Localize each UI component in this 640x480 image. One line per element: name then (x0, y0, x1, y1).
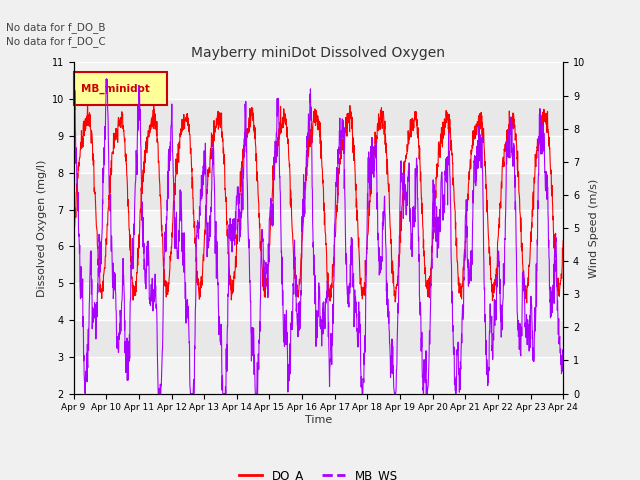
Line: MB_WS: MB_WS (74, 79, 563, 394)
MB_WS (70, 86, 77, 92)
MB_WS (456, 380, 463, 385)
X-axis label: Time: Time (305, 415, 332, 425)
Bar (74, 62, 563, 99)
FancyBboxPatch shape (74, 72, 166, 106)
DO_A (295, 286, 303, 292)
Line: DO_A: DO_A (74, 102, 563, 303)
DO_A (308, 140, 316, 146)
MB_WS (559, 359, 567, 365)
DO_A (84, 99, 92, 105)
DO_A (95, 260, 102, 265)
MB_WS (308, 184, 316, 190)
MB_WS (546, 287, 554, 292)
MB_WS (95, 231, 103, 237)
Text: MB_minidot: MB_minidot (81, 84, 150, 94)
Bar (74, 210, 563, 246)
Title: Mayberry miniDot Dissolved Oxygen: Mayberry miniDot Dissolved Oxygen (191, 46, 445, 60)
MB_WS (295, 327, 303, 333)
Text: No data for f_DO_C: No data for f_DO_C (6, 36, 106, 47)
MB_WS (70, 76, 77, 82)
Bar (74, 283, 563, 320)
DO_A (545, 139, 553, 145)
MB_WS (545, 256, 553, 262)
Bar (74, 357, 563, 394)
Y-axis label: Dissolved Oxygen (mg/l): Dissolved Oxygen (mg/l) (38, 159, 47, 297)
DO_A (456, 286, 463, 292)
MB_WS (81, 391, 89, 396)
Bar (74, 136, 563, 173)
DO_A (546, 146, 554, 152)
DO_A (70, 241, 77, 247)
Legend: DO_A, MB_WS: DO_A, MB_WS (234, 465, 403, 480)
Text: No data for f_DO_B: No data for f_DO_B (6, 22, 106, 33)
Y-axis label: Wind Speed (m/s): Wind Speed (m/s) (589, 179, 599, 277)
DO_A (523, 300, 531, 306)
DO_A (559, 237, 567, 243)
